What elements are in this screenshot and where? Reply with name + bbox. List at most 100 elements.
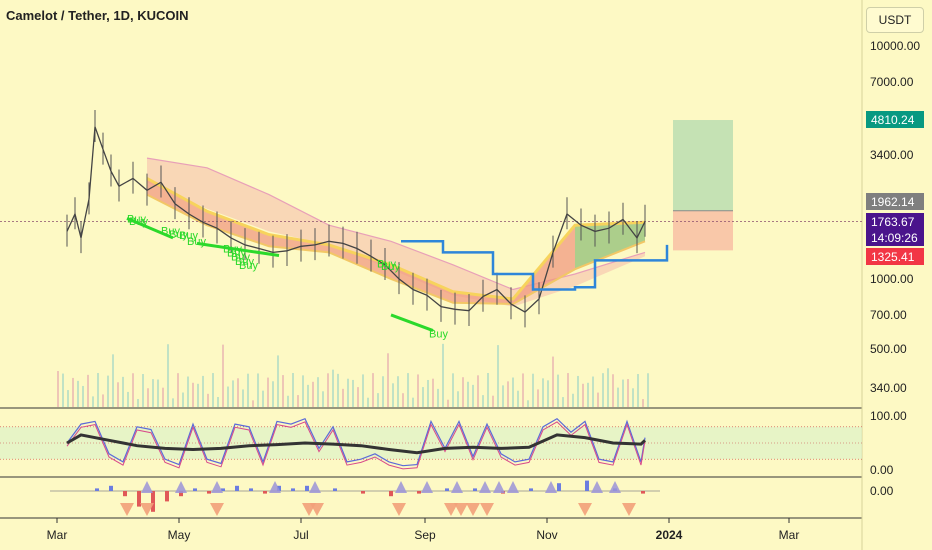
volume-bar bbox=[432, 378, 434, 407]
volume-bar bbox=[487, 373, 489, 407]
oscillator-band bbox=[0, 426, 862, 460]
volume-bar bbox=[377, 393, 379, 407]
momentum-up-marker bbox=[545, 481, 557, 493]
currency-selector[interactable]: USDT bbox=[866, 7, 924, 33]
volume-bar bbox=[427, 379, 429, 407]
momentum-down-marker bbox=[120, 503, 134, 516]
volume-bar bbox=[282, 375, 284, 407]
volume-bar bbox=[262, 390, 264, 407]
momentum-up-marker bbox=[211, 481, 223, 493]
volume-bar bbox=[492, 395, 494, 407]
momentum-bar bbox=[557, 483, 561, 491]
momentum-bar bbox=[151, 491, 155, 512]
volume-bar bbox=[162, 387, 164, 407]
volume-bar bbox=[197, 383, 199, 407]
position-loss-zone bbox=[673, 210, 733, 251]
volume-bar bbox=[57, 371, 59, 407]
momentum-bar bbox=[165, 491, 169, 502]
momentum-bar bbox=[137, 491, 141, 507]
time-tick-label: 2024 bbox=[656, 528, 683, 542]
buy-signal-label: Buy bbox=[239, 260, 258, 272]
momentum-up-marker bbox=[175, 481, 187, 493]
price-badge-bg bbox=[866, 229, 924, 246]
volume-bar bbox=[357, 387, 359, 407]
volume-bar bbox=[342, 388, 344, 407]
volume-bar bbox=[552, 356, 554, 407]
volume-bar bbox=[297, 395, 299, 407]
momentum-up-marker bbox=[395, 481, 407, 493]
volume-bar bbox=[582, 383, 584, 407]
momentum-up-marker bbox=[309, 481, 321, 493]
volume-bar bbox=[547, 380, 549, 407]
ribbon-lower-line bbox=[146, 193, 646, 306]
volume-bar bbox=[307, 384, 309, 407]
momentum-down-marker bbox=[210, 503, 224, 516]
time-tick-label: Sep bbox=[414, 528, 436, 542]
time-tick-label: Jul bbox=[293, 528, 308, 542]
volume-bar bbox=[642, 399, 644, 407]
volume-bar bbox=[497, 345, 499, 407]
volume-bar bbox=[207, 393, 209, 407]
price-badge-bg bbox=[866, 193, 924, 210]
volume-bar bbox=[332, 369, 334, 407]
momentum-bar bbox=[445, 488, 449, 491]
volume-bar bbox=[387, 353, 389, 407]
volume-bar bbox=[442, 343, 444, 407]
volume-bar bbox=[532, 373, 534, 407]
price-badge-bg bbox=[866, 248, 924, 265]
volume-bar bbox=[292, 373, 294, 407]
momentum-tick-label: 0.00 bbox=[870, 484, 894, 498]
buy-signal-label: Buy bbox=[127, 213, 146, 225]
volume-bar bbox=[362, 374, 364, 407]
volume-bar bbox=[272, 381, 274, 407]
volume-bar bbox=[422, 387, 424, 407]
volume-bar bbox=[117, 382, 119, 407]
volume-bar bbox=[127, 391, 129, 407]
volume-bar bbox=[167, 344, 169, 407]
momentum-up-marker bbox=[493, 481, 505, 493]
volume-bar bbox=[312, 381, 314, 407]
volume-bar bbox=[337, 373, 339, 407]
volume-bar bbox=[77, 380, 79, 407]
momentum-down-marker bbox=[392, 503, 406, 516]
volume-bar bbox=[527, 400, 529, 407]
volume-bar bbox=[507, 381, 509, 407]
volume-bar bbox=[462, 377, 464, 407]
momentum-up-marker bbox=[507, 481, 519, 493]
momentum-down-marker bbox=[622, 503, 636, 516]
volume-bar bbox=[232, 380, 234, 407]
volume-bar bbox=[572, 393, 574, 407]
volume-bar bbox=[647, 373, 649, 407]
momentum-bar bbox=[389, 491, 393, 497]
volume-bar bbox=[472, 384, 474, 407]
position-tool[interactable] bbox=[673, 120, 733, 251]
cloud-band bbox=[147, 158, 645, 307]
momentum-bar bbox=[417, 491, 421, 494]
volume-bar bbox=[617, 387, 619, 407]
oscillator-tick-label: 0.00 bbox=[870, 463, 894, 477]
price-series bbox=[0, 110, 862, 328]
price-tick-label: 340.00 bbox=[870, 381, 907, 395]
volume-bar bbox=[397, 376, 399, 407]
volume-bar bbox=[302, 375, 304, 407]
momentum-bar bbox=[333, 488, 337, 491]
oscillator-tick-label: 100.00 bbox=[870, 409, 907, 423]
volume-bar bbox=[227, 386, 229, 407]
volume-bar bbox=[412, 397, 414, 407]
momentum-pane bbox=[50, 480, 660, 516]
price-tick-label: 3400.00 bbox=[870, 148, 914, 162]
volume-bar bbox=[87, 374, 89, 407]
axes: 10000.00 7000.00 3400.00 1000.00 700.00 500.0… bbox=[47, 39, 921, 542]
buy-signal-label: Buy bbox=[235, 256, 254, 268]
volume-bar bbox=[102, 394, 104, 407]
momentum-down-marker bbox=[310, 503, 324, 516]
momentum-bar bbox=[277, 485, 281, 491]
momentum-up-marker bbox=[141, 481, 153, 493]
volume-bar bbox=[122, 376, 124, 407]
volume-bar bbox=[587, 382, 589, 407]
volume-bar bbox=[407, 373, 409, 407]
volume-bar bbox=[382, 376, 384, 407]
price-tick-label: 500.00 bbox=[870, 342, 907, 356]
momentum-up-marker bbox=[269, 481, 281, 493]
